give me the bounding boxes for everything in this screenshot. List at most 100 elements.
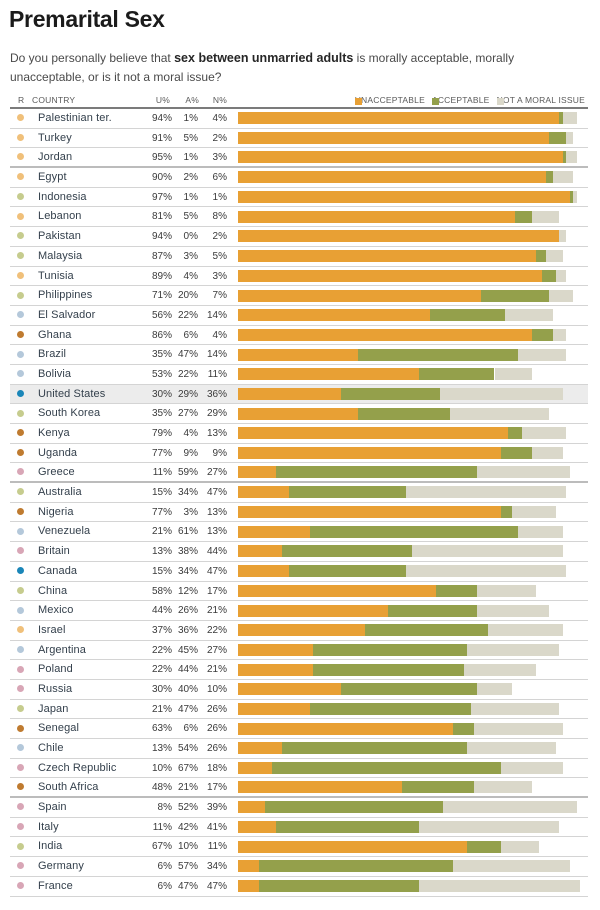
region-dot-icon bbox=[17, 626, 24, 634]
bar-segment-acceptable bbox=[453, 722, 474, 735]
question-text-emphasis: sex between unmarried adults bbox=[174, 51, 354, 65]
legend-label-acceptable: ACCEPTABLE bbox=[431, 95, 490, 105]
bar-segment-not-moral-issue bbox=[405, 565, 567, 578]
country-row-russia: Russia 30% 40% 10% bbox=[10, 680, 588, 700]
country-name: Czech Republic bbox=[38, 761, 117, 774]
stacked-bar bbox=[238, 801, 580, 814]
region-dot-icon bbox=[17, 665, 24, 673]
acceptable-pct: 20% bbox=[177, 290, 198, 302]
country-row-poland: Poland 22% 44% 21% bbox=[10, 660, 588, 680]
country-row-kenya: Kenya 79% 4% 13% bbox=[10, 424, 588, 444]
unacceptable-pct: 89% bbox=[151, 270, 172, 282]
bar-segment-unacceptable bbox=[238, 565, 290, 578]
unacceptable-pct: 13% bbox=[151, 743, 172, 754]
country-row-greece: Greece 11% 59% 27% bbox=[10, 463, 588, 484]
country-row-britain: Britain 13% 38% 44% bbox=[10, 542, 588, 562]
bar-segment-acceptable bbox=[532, 328, 553, 341]
bar-segment-not-moral-issue bbox=[559, 230, 567, 243]
acceptable-pct: 6% bbox=[183, 723, 198, 735]
bar-segment-unacceptable bbox=[238, 289, 481, 302]
country-name: Bolivia bbox=[38, 367, 72, 380]
country-name: China bbox=[38, 584, 68, 597]
stacked-bar bbox=[238, 387, 580, 400]
unacceptable-pct: 71% bbox=[151, 290, 172, 302]
acceptable-pct: 38% bbox=[177, 546, 198, 558]
bar-segment-unacceptable bbox=[238, 860, 259, 873]
unacceptable-pct: 10% bbox=[151, 762, 172, 774]
not-moral-issue-pct: 7% bbox=[212, 290, 227, 302]
region-dot-icon bbox=[17, 645, 24, 653]
bar-segment-acceptable bbox=[364, 624, 488, 637]
survey-question: Do you personally believe that sex betwe… bbox=[10, 49, 588, 87]
bar-segment-unacceptable bbox=[238, 368, 420, 381]
stacked-bar bbox=[238, 545, 580, 558]
bar-segment-not-moral-issue bbox=[532, 210, 560, 223]
region-dot-icon bbox=[17, 311, 24, 319]
country-row-south-korea: South Korea 35% 27% 29% bbox=[10, 404, 588, 424]
region-dot-icon bbox=[17, 842, 24, 850]
unacceptable-pct: 44% bbox=[151, 605, 172, 617]
region-dot-icon bbox=[17, 586, 24, 594]
region-dot-icon bbox=[17, 429, 24, 437]
legend-swatch-unacceptable bbox=[354, 98, 362, 105]
bar-segment-acceptable bbox=[258, 860, 454, 873]
bar-segment-unacceptable bbox=[238, 309, 430, 322]
country-row-spain: Spain 8% 52% 39% bbox=[10, 798, 588, 818]
country-name: Senegal bbox=[38, 722, 80, 735]
not-moral-issue-pct: 26% bbox=[206, 703, 227, 715]
acceptable-pct: 6% bbox=[183, 329, 198, 341]
bar-segment-not-moral-issue bbox=[439, 387, 563, 400]
stacked-bar bbox=[238, 230, 580, 243]
region-dot-icon bbox=[17, 862, 24, 870]
unacceptable-pct: 30% bbox=[151, 683, 172, 695]
not-moral-issue-pct: 9% bbox=[212, 447, 227, 459]
country-row-philippines: Philippines 71% 20% 7% bbox=[10, 286, 588, 306]
country-name: Jordan bbox=[38, 151, 73, 164]
bar-segment-acceptable bbox=[309, 702, 471, 715]
bar-segment-unacceptable bbox=[238, 781, 403, 794]
region-dot-icon bbox=[17, 744, 24, 752]
bar-segment-acceptable bbox=[419, 368, 495, 381]
bar-segment-acceptable bbox=[275, 821, 420, 834]
unacceptable-pct: 81% bbox=[151, 211, 172, 223]
country-name: Indonesia bbox=[38, 190, 87, 203]
acceptable-pct: 44% bbox=[177, 664, 198, 676]
not-moral-issue-pct: 3% bbox=[212, 152, 227, 164]
bar-segment-not-moral-issue bbox=[419, 880, 580, 893]
legend-swatch-acceptable bbox=[431, 98, 439, 105]
region-dot-icon bbox=[17, 212, 24, 220]
stacked-bar bbox=[238, 427, 580, 440]
acceptable-pct: 61% bbox=[177, 526, 198, 538]
bar-segment-acceptable bbox=[258, 880, 420, 893]
stacked-bar bbox=[238, 309, 580, 322]
bar-segment-unacceptable bbox=[238, 230, 560, 243]
unacceptable-pct: 94% bbox=[151, 231, 172, 243]
bar-segment-acceptable bbox=[501, 447, 533, 460]
country-row-israel: Israel 37% 36% 22% bbox=[10, 621, 588, 641]
unacceptable-pct: 67% bbox=[151, 841, 172, 853]
table-header: R COUNTRY U% A% N% UNACCEPTABLE ACCEPTABL… bbox=[10, 92, 588, 109]
not-moral-issue-pct: 14% bbox=[206, 309, 227, 321]
unacceptable-pct: 37% bbox=[151, 624, 172, 636]
stacked-bar bbox=[238, 250, 580, 263]
acceptable-pct: 34% bbox=[177, 487, 198, 499]
country-row-canada: Canada 15% 34% 47% bbox=[10, 562, 588, 582]
bar-segment-unacceptable bbox=[238, 525, 310, 538]
not-moral-issue-pct: 17% bbox=[206, 585, 227, 597]
country-name: Chile bbox=[38, 742, 64, 754]
bar-segment-not-moral-issue bbox=[566, 151, 577, 164]
bar-segment-not-moral-issue bbox=[419, 821, 560, 834]
acceptable-pct: 26% bbox=[177, 605, 198, 617]
header-not-moral-pct: N% bbox=[212, 95, 227, 105]
legend-item-acceptable: ACCEPTABLE bbox=[431, 95, 490, 105]
unacceptable-pct: 11% bbox=[152, 467, 172, 479]
stacked-bar bbox=[238, 860, 580, 873]
acceptable-pct: 22% bbox=[177, 368, 198, 380]
stacked-bar bbox=[238, 584, 580, 597]
bar-segment-unacceptable bbox=[238, 663, 314, 676]
country-row-germany: Germany 6% 57% 34% bbox=[10, 857, 588, 877]
unacceptable-pct: 86% bbox=[151, 329, 172, 341]
bar-segment-acceptable bbox=[282, 545, 413, 558]
not-moral-issue-pct: 13% bbox=[206, 526, 227, 538]
stacked-bar bbox=[238, 702, 580, 715]
